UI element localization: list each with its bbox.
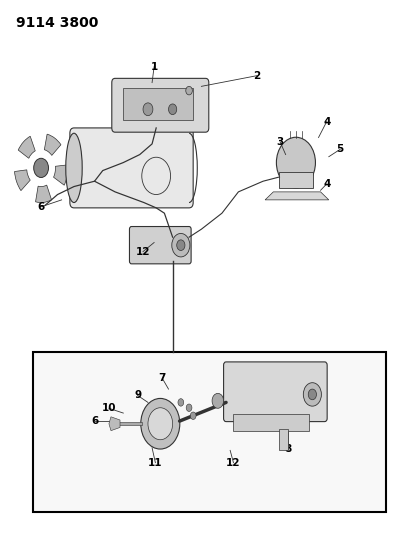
Circle shape xyxy=(169,104,177,115)
Wedge shape xyxy=(44,134,61,156)
Text: 9: 9 xyxy=(134,391,141,400)
Text: 6: 6 xyxy=(92,416,99,426)
FancyBboxPatch shape xyxy=(279,172,313,188)
Circle shape xyxy=(186,404,192,411)
Wedge shape xyxy=(14,170,30,191)
Text: 7: 7 xyxy=(159,374,166,383)
FancyBboxPatch shape xyxy=(233,414,309,431)
FancyBboxPatch shape xyxy=(224,362,327,422)
Polygon shape xyxy=(279,429,288,450)
Circle shape xyxy=(148,408,173,440)
Text: 9114 3800: 9114 3800 xyxy=(16,16,99,30)
FancyBboxPatch shape xyxy=(70,128,193,208)
Polygon shape xyxy=(265,192,329,200)
Circle shape xyxy=(212,393,224,408)
Circle shape xyxy=(177,240,185,251)
Text: 10: 10 xyxy=(102,403,116,413)
Circle shape xyxy=(303,383,321,406)
Text: 12: 12 xyxy=(136,247,150,256)
Text: 4: 4 xyxy=(323,117,330,126)
Circle shape xyxy=(34,158,48,177)
Circle shape xyxy=(190,412,196,419)
Text: 2: 2 xyxy=(253,71,261,80)
Circle shape xyxy=(308,389,316,400)
Polygon shape xyxy=(109,417,120,431)
Text: 5: 5 xyxy=(337,144,344,154)
Wedge shape xyxy=(18,136,35,158)
Text: 12: 12 xyxy=(226,458,241,467)
Text: 11: 11 xyxy=(148,458,163,467)
FancyBboxPatch shape xyxy=(129,227,191,264)
Polygon shape xyxy=(123,88,193,120)
Circle shape xyxy=(186,86,192,95)
Bar xyxy=(33,352,386,512)
Ellipse shape xyxy=(276,137,315,188)
Circle shape xyxy=(143,103,153,116)
Polygon shape xyxy=(119,422,142,425)
Ellipse shape xyxy=(66,133,82,203)
Ellipse shape xyxy=(141,399,180,449)
Wedge shape xyxy=(35,185,51,203)
Text: 3: 3 xyxy=(277,138,284,147)
Text: 1: 1 xyxy=(150,62,158,71)
Text: 8: 8 xyxy=(284,444,291,454)
FancyBboxPatch shape xyxy=(112,78,209,132)
Circle shape xyxy=(172,233,190,257)
Text: 4: 4 xyxy=(323,179,330,189)
Circle shape xyxy=(178,399,184,406)
Wedge shape xyxy=(53,165,68,185)
Text: 6: 6 xyxy=(37,202,45,212)
